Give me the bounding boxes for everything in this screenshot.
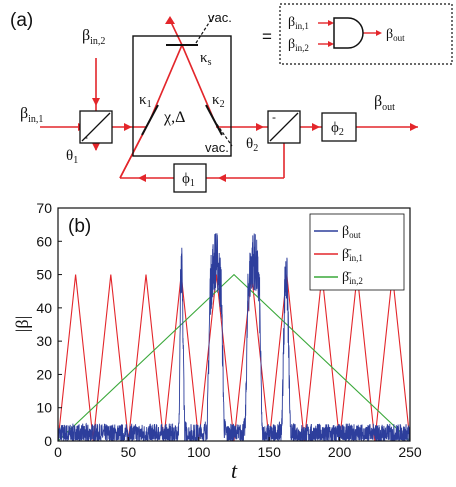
bs1-minus: -: [84, 130, 88, 144]
inset-equals: =: [262, 27, 272, 46]
panel-b-chart: 0 50 100 150 200 250 0 10 20 30 40 50 60 70 (b) t |β…: [12, 200, 422, 483]
series-line-beta-in1: [58, 274, 410, 441]
panel-a-label: (a): [10, 10, 33, 31]
arrow-bs2-right: [312, 123, 320, 131]
vac-bottom-label: vac.: [205, 140, 229, 155]
arrow-k2-right: [256, 123, 264, 131]
x-tick-label: 200: [328, 444, 352, 460]
beam-paths: [40, 19, 418, 179]
arrow-output: [410, 123, 418, 131]
beta-in2-label: βin,2: [82, 27, 105, 47]
panel-b-label: (b): [68, 216, 91, 237]
legend: βout β̄in,1 β̄in,2: [309, 213, 405, 291]
y-tick-label: 0: [44, 433, 52, 449]
beam-splitter-1: -: [79, 110, 113, 144]
legend-label-out: βout: [342, 224, 361, 240]
y-tick-label: 60: [36, 233, 52, 249]
legend-label-in2: β̄in,2: [342, 270, 363, 286]
phi1-label: ϕ1: [182, 171, 195, 189]
inset-arrows: [318, 20, 382, 47]
arrow-input-2: [92, 98, 100, 106]
vac-top-label: vac.: [208, 10, 232, 25]
y-tick-label: 70: [36, 200, 52, 216]
y-tick-label: 50: [36, 267, 52, 283]
phi1-box: [173, 163, 207, 193]
inset-beta-in2: βin,2: [288, 37, 309, 53]
x-tick-label: 50: [121, 444, 137, 460]
arrow-ks-exit: [165, 16, 175, 24]
legend-label-in1: β̄in,1: [342, 247, 363, 263]
and-gate-icon: [333, 17, 364, 49]
mirror-kappa1: [141, 104, 159, 136]
kappas-label: κs: [200, 50, 212, 68]
and-gate-inset: [279, 3, 453, 65]
arrow-bs1-down: [92, 143, 100, 151]
x-tick-label: 100: [187, 444, 211, 460]
y-tick-label: 40: [36, 300, 52, 316]
vac-bottom-line: [213, 119, 233, 147]
series-line-beta-out: [58, 233, 410, 441]
ks-exit: [169, 19, 183, 46]
chi-delta-label: χ,Δ: [163, 109, 185, 126]
theta2-label: θ2: [246, 136, 258, 154]
inset-beta-out: βout: [386, 27, 405, 43]
cavity-box: [132, 35, 232, 157]
kappa2-label: κ2: [212, 92, 225, 110]
theta1-label: θ1: [66, 148, 78, 166]
x-ticks: 0 50 100 150 200 250: [54, 437, 422, 460]
bs2-minus: -: [272, 110, 276, 124]
arrow-feedback: [218, 174, 226, 182]
y-axis-label: |β|: [12, 316, 32, 332]
cavity-beam-k1-ks: [149, 44, 183, 121]
x-tick-label: 0: [54, 444, 62, 460]
beta-out-label: βout: [374, 93, 395, 113]
phi2-label: ϕ2: [331, 120, 344, 138]
series-line-beta-in2: [58, 273, 410, 441]
plot-frame: [57, 207, 411, 442]
beam-splitter-2: -: [267, 110, 301, 144]
x-tick-label: 250: [398, 444, 422, 460]
panel-a-schematic: (a): [10, 3, 453, 193]
kappa1-label: κ1: [139, 92, 152, 110]
cavity-beam-ks-k2: [181, 44, 215, 121]
arrow-bs1-right: [124, 123, 132, 131]
beta-in1-label: βin,1: [20, 105, 43, 125]
phi2-box: [321, 112, 357, 142]
vac-top-line: [195, 14, 215, 44]
y-ticks: 0 10 20 30 40 50 60 70: [36, 200, 62, 449]
y-tick-label: 20: [36, 366, 52, 382]
arrow-feedback-left: [138, 174, 146, 182]
y-tick-label: 30: [36, 333, 52, 349]
y-tick-label: 10: [36, 400, 52, 416]
arrowheads: [78, 16, 418, 182]
x-tick-label: 150: [258, 444, 282, 460]
series-layer: [58, 233, 410, 441]
x-axis-label: t: [231, 458, 238, 483]
inset-beta-in1: βin,1: [288, 15, 309, 31]
